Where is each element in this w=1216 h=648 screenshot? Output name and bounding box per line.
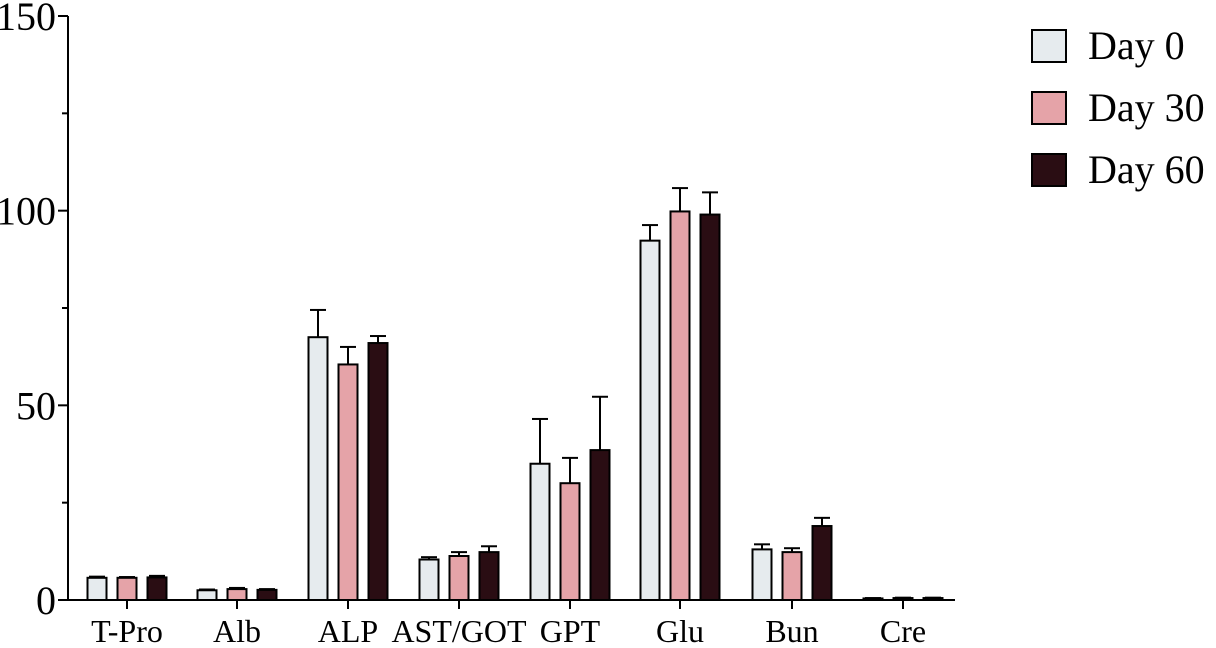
x-tick-label-bun: Bun — [765, 613, 818, 648]
legend-item-day-0: Day 0 — [1031, 23, 1185, 68]
x-tick-label-t-pro: T-Pro — [91, 613, 163, 648]
bar-alb-day-0 — [196, 589, 218, 601]
legend-item-day-60: Day 60 — [1031, 147, 1205, 192]
bar-gpt-day-60 — [589, 449, 611, 601]
bar-t-pro-day-30 — [116, 576, 138, 601]
error-bar-glu-day-0 — [642, 224, 658, 241]
bar-alb-day-30 — [226, 588, 248, 602]
error-bar-glu-day-60 — [702, 191, 718, 215]
bars-layer — [86, 187, 944, 602]
bar-alp-day-30 — [337, 363, 359, 601]
bar-glu-day-30 — [669, 210, 691, 601]
legend-swatch — [1031, 153, 1067, 187]
legend-label: Day 30 — [1088, 85, 1205, 130]
bar-gpt-day-30 — [559, 482, 581, 602]
x-tick-label-alp: ALP — [318, 613, 378, 648]
y-tick-label: 0 — [36, 578, 56, 623]
bar-ast-got-day-0 — [418, 558, 440, 602]
bar-t-pro-day-60 — [146, 576, 168, 601]
bar-bun-day-60 — [811, 525, 833, 602]
legend-swatch — [1031, 91, 1067, 125]
bar-alp-day-0 — [307, 336, 329, 601]
legend-label: Day 60 — [1088, 147, 1205, 192]
bar-glu-day-0 — [639, 239, 661, 602]
y-tick-label: 100 — [0, 189, 56, 234]
bar-glu-day-60 — [699, 213, 721, 601]
legend: Day 0 Day 30 Day 60 — [1031, 23, 1205, 192]
error-bar-gpt-day-60 — [592, 395, 608, 451]
bar-gpt-day-0 — [529, 462, 551, 601]
bar-bun-day-0 — [751, 548, 773, 601]
error-bar-gpt-day-0 — [532, 417, 548, 464]
y-tick-label: 150 — [0, 0, 56, 39]
error-bar-alp-day-60 — [370, 335, 386, 344]
x-tick-label-cre: Cre — [880, 613, 926, 648]
bar-ast-got-day-30 — [448, 555, 470, 601]
x-tick-label-alb: Alb — [213, 613, 261, 648]
x-tick-label-gpt: GPT — [540, 613, 601, 648]
x-tick-label-glu: Glu — [656, 613, 704, 648]
bar-alb-day-60 — [256, 588, 278, 601]
axes-layer: 0 50 100 150 T-Pro Alb ALP AST/GOT GPT Glu Bun Cre — [0, 0, 955, 648]
legend-swatch — [1031, 29, 1067, 63]
x-tick-label-ast-got: AST/GOT — [391, 613, 527, 648]
bar-ast-got-day-60 — [478, 551, 500, 601]
legend-item-day-30: Day 30 — [1031, 85, 1205, 130]
legend-label: Day 0 — [1088, 23, 1185, 68]
error-bar-alp-day-30 — [340, 345, 356, 365]
error-bar-gpt-day-30 — [562, 456, 578, 484]
error-bar-alp-day-0 — [310, 308, 326, 338]
error-bar-glu-day-30 — [672, 187, 688, 212]
error-bar-bun-day-60 — [814, 516, 830, 527]
bar-t-pro-day-0 — [86, 576, 108, 601]
y-tick-label: 50 — [16, 383, 56, 428]
bar-alp-day-60 — [367, 342, 389, 601]
bar-bun-day-30 — [781, 551, 803, 601]
